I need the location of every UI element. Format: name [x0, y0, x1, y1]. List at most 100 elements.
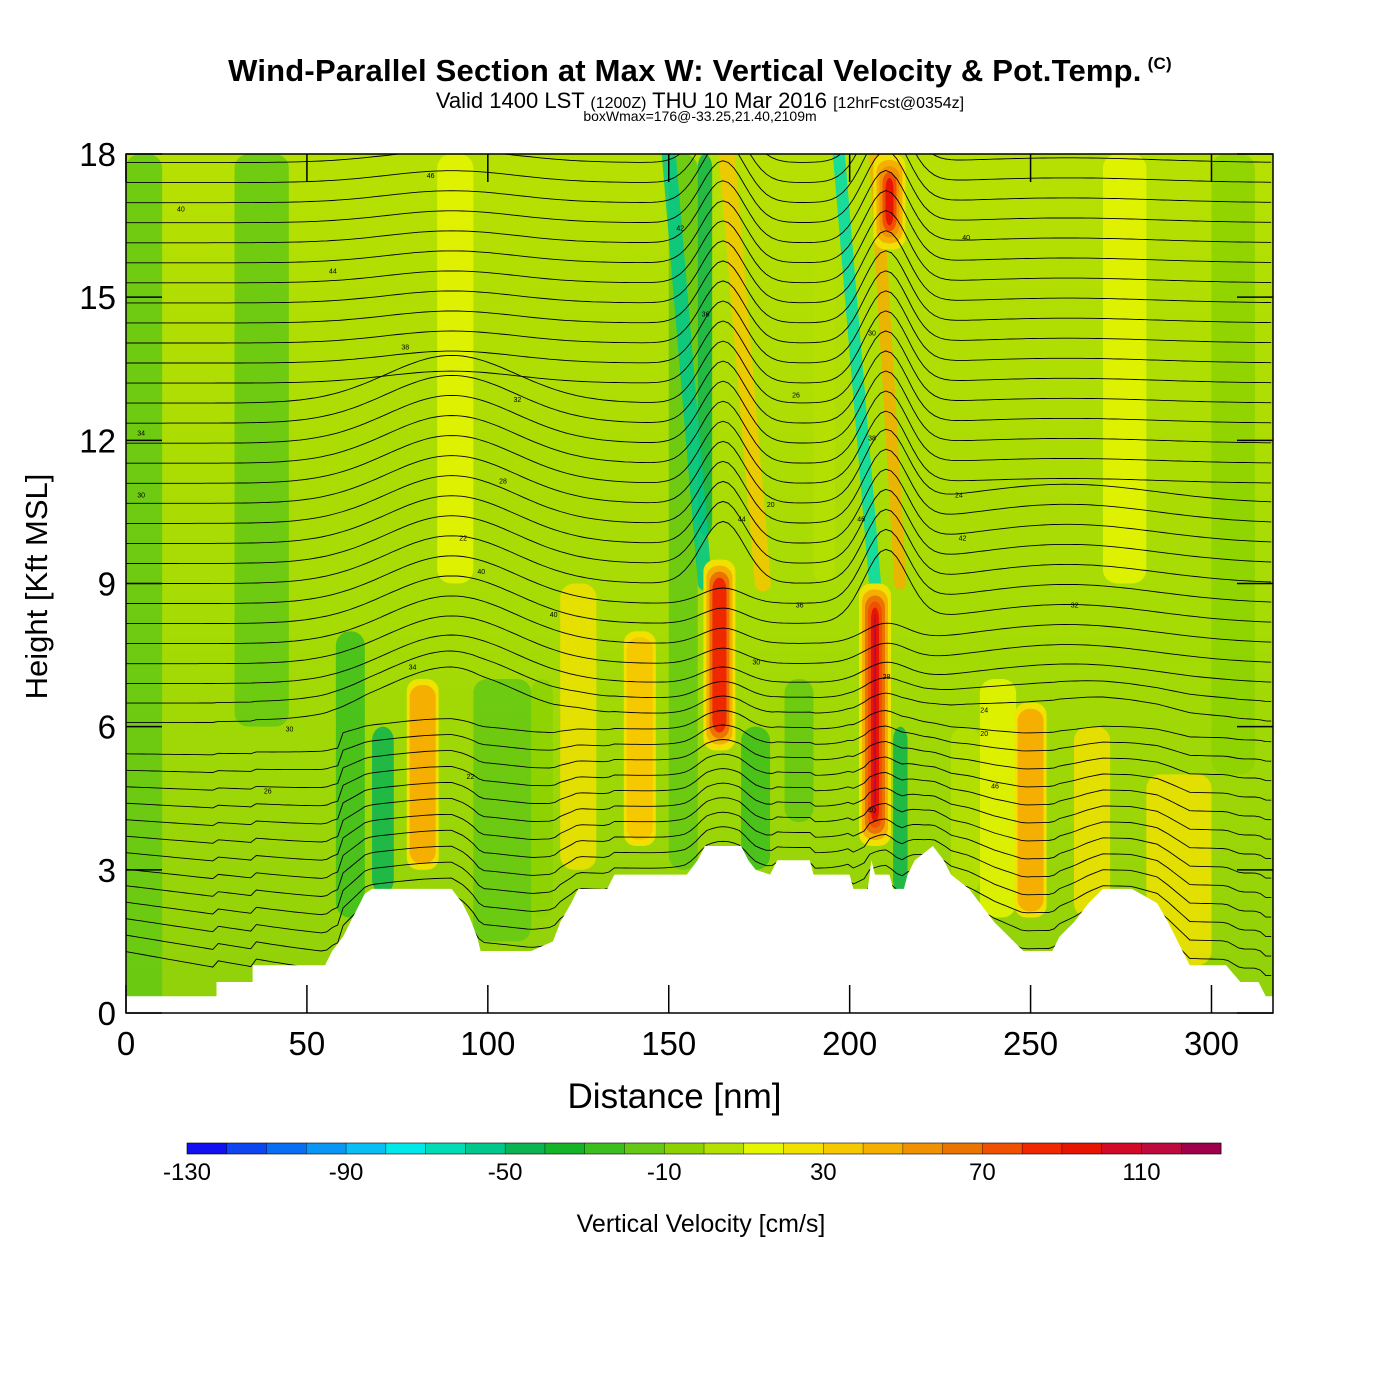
isentrope-line — [126, 595, 1272, 645]
x-tick-label: 300 — [1184, 1025, 1239, 1062]
isentrope-line — [126, 170, 1272, 244]
velocity-band — [893, 726, 908, 894]
colorbar-swatch — [863, 1143, 904, 1154]
colorbar-swatch — [306, 1143, 347, 1154]
y-tick-label: 12 — [79, 422, 116, 459]
x-tick-label: 150 — [641, 1025, 696, 1062]
isentrope-line — [126, 250, 1272, 324]
colorbar-tick-label: -130 — [163, 1159, 211, 1186]
isentrope-line — [126, 548, 1272, 625]
colorbar-swatch — [187, 1143, 228, 1154]
isentrope-line — [126, 753, 1272, 809]
velocity-band — [950, 726, 980, 894]
velocity-band — [531, 678, 553, 918]
isentrope-label: 40 — [477, 569, 485, 576]
isentrope-label: 46 — [427, 173, 435, 180]
y-tick-label: 0 — [98, 995, 116, 1032]
isentrope-line — [126, 508, 1272, 584]
updraft-core — [712, 577, 727, 733]
colorbar-swatch — [743, 1143, 784, 1154]
isentrope-label: 46 — [857, 516, 865, 523]
isentrope-label: 38 — [401, 345, 409, 352]
velocity-band — [979, 678, 1017, 918]
updraft-core — [409, 684, 436, 864]
isentrope-label: 24 — [980, 707, 988, 714]
isentrope-label: 40 — [868, 808, 876, 815]
velocity-band — [372, 726, 394, 894]
isentrope-line — [126, 768, 1272, 827]
velocity-band — [560, 583, 597, 870]
velocity-band — [335, 631, 365, 918]
velocity-band — [437, 154, 474, 584]
isentrope-line — [126, 154, 1272, 204]
isentrope-label: 32 — [1071, 602, 1079, 609]
isentrope-line — [126, 190, 1272, 264]
colorbar-swatch — [783, 1143, 824, 1154]
isentrope-label: 26 — [792, 392, 800, 399]
isentrope-line — [126, 154, 1272, 224]
isentrope-label: 30 — [137, 493, 145, 500]
y-tick-label: 15 — [79, 279, 116, 316]
terrain-mask — [126, 846, 1273, 1013]
isentrope-label: 34 — [409, 664, 417, 671]
colorbar-swatch — [584, 1143, 625, 1154]
isentrope-line — [126, 615, 1272, 665]
y-tick-label: 9 — [98, 566, 116, 603]
velocity-band — [234, 154, 289, 727]
copyright-mark: (C) — [1147, 54, 1172, 73]
colorbar-tick-label: 30 — [810, 1159, 837, 1186]
isentrope-label: 30 — [286, 726, 294, 733]
colorbar-swatch — [1181, 1143, 1222, 1154]
isentrope-line — [126, 310, 1272, 384]
isentrope-line — [126, 666, 1272, 724]
isentrope-label: 36 — [796, 602, 804, 609]
velocity-band — [741, 726, 771, 870]
isentrope-label: 26 — [264, 788, 272, 795]
y-tick-label: 18 — [79, 136, 116, 173]
slanted-velocity-band — [832, 154, 881, 590]
updraft-core — [873, 613, 876, 816]
velocity-band — [1102, 154, 1147, 584]
isentrope-line — [126, 797, 1272, 862]
colorbar-tick-label: -50 — [488, 1159, 523, 1186]
slanted-velocity-band — [661, 154, 712, 591]
isentrope-label: 42 — [959, 536, 967, 543]
x-tick-label: 200 — [822, 1025, 877, 1062]
x-tick-label: 100 — [460, 1025, 515, 1062]
isentrope-label: 40 — [962, 235, 970, 242]
colorbar-swatch — [1141, 1143, 1182, 1154]
colorbar-swatch — [902, 1143, 944, 1154]
colorbar-tick-label: -10 — [647, 1159, 682, 1186]
isentrope-label: 44 — [329, 268, 337, 275]
isentrope-line — [126, 270, 1272, 344]
colorbar-swatch — [664, 1143, 705, 1154]
isentrope-line — [126, 390, 1272, 464]
colorbar-swatch — [346, 1143, 387, 1154]
colorbar-swatch — [465, 1143, 506, 1154]
colorbar-swatch — [704, 1143, 745, 1154]
x-axis-label: Distance [nm] — [568, 1077, 782, 1116]
y-tick-label: 6 — [98, 709, 116, 746]
isentrope-label: 38 — [868, 435, 876, 442]
isentrope-line — [126, 154, 1272, 184]
velocity-band — [697, 154, 713, 536]
slanted-velocity-band — [718, 154, 771, 592]
chart-title: Wind-Parallel Section at Max W: Vertical… — [228, 53, 1172, 88]
isentrope-line — [126, 370, 1272, 444]
colorbar-swatch — [425, 1143, 466, 1154]
isentrope-label: 44 — [738, 516, 746, 523]
isentrope-line — [126, 210, 1272, 284]
isentrope-label: 28 — [499, 478, 507, 485]
isentrope-label: 34 — [137, 431, 145, 438]
isentrope-label: 32 — [514, 397, 522, 404]
isentrope-line — [126, 739, 1272, 791]
isentrope-label: 22 — [467, 774, 475, 781]
isentrope-label: 22 — [459, 536, 467, 543]
isentrope-label: 20 — [767, 502, 775, 509]
y-axis-label: Height [Kft MSL] — [19, 474, 54, 700]
colorbar-swatch — [1101, 1143, 1142, 1154]
isentrope-label: 36 — [702, 311, 710, 318]
isentrope-label: 28 — [883, 674, 891, 681]
isentrope-line — [126, 410, 1272, 484]
isentrope-label: 42 — [676, 225, 684, 232]
